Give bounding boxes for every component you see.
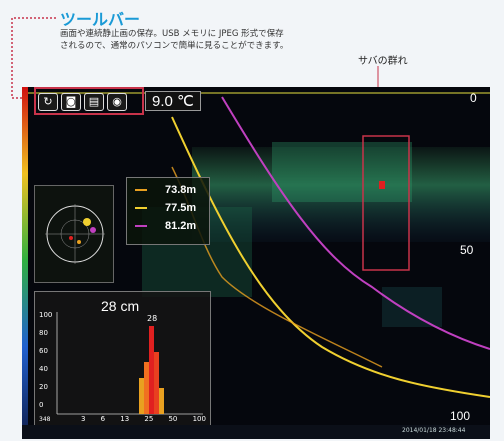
refresh-icon[interactable]: ↻: [38, 93, 58, 111]
record-icon[interactable]: ◉: [107, 93, 127, 111]
histogram-x-ticks: 3 6 13 25 50 100: [81, 415, 206, 423]
toolbar: ↻ ◙ ▤ ◉: [34, 87, 144, 115]
depth-scale-mid: 50: [460, 243, 474, 257]
sonar-display: ↻ ◙ ▤ ◉ 9.0 ℃ 73.8m 77.5m 81.2m 28 cm 10…: [22, 87, 490, 433]
toolbar-callout-description: 画面や連続静止画の保存。USB メモリに JPEG 形式で保存 されるので、通常…: [60, 28, 360, 52]
radar-plot: [45, 204, 105, 264]
save-icon[interactable]: ▤: [84, 93, 104, 111]
mackerel-school-label: サバの群れ: [358, 56, 408, 67]
fish-size-histogram: 28 cm 100 80 60 40 20 0 28 348 3 6 13 25…: [34, 291, 211, 427]
depth-marker-3: 81.2m: [135, 220, 196, 234]
depth-scale-top: 0: [470, 91, 477, 105]
depth-marker-1: 73.8m: [135, 184, 196, 198]
histogram-y-ticks: 100 80 60 40 20 0: [39, 311, 53, 409]
histogram-size-label: 28 cm: [101, 298, 140, 314]
water-temperature: 9.0 ℃: [145, 91, 201, 111]
callout-description-line2: されるので、通常のパソコンで簡単に見ることができます。: [60, 41, 289, 51]
histogram-bars: [56, 312, 203, 415]
radar-scope: [34, 185, 114, 283]
depth-scale-bottom: 100: [450, 409, 471, 423]
mackerel-school-box: [362, 135, 410, 271]
depth-panel: 73.8m 77.5m 81.2m: [126, 177, 210, 245]
depth-marker-2: 77.5m: [135, 202, 196, 216]
status-date: 2014/01/18 23:48:44: [402, 427, 466, 434]
histogram-peak-label: 28: [147, 314, 158, 323]
callout-description-line1: 画面や連続静止画の保存。USB メモリに JPEG 形式で保存: [60, 29, 284, 39]
toolbar-callout-title: ツールバー: [60, 10, 141, 29]
status-bar: 2014/01/18 23:48:44: [22, 425, 490, 439]
camera-icon[interactable]: ◙: [61, 93, 81, 111]
histogram-count-label: 348: [39, 416, 51, 423]
